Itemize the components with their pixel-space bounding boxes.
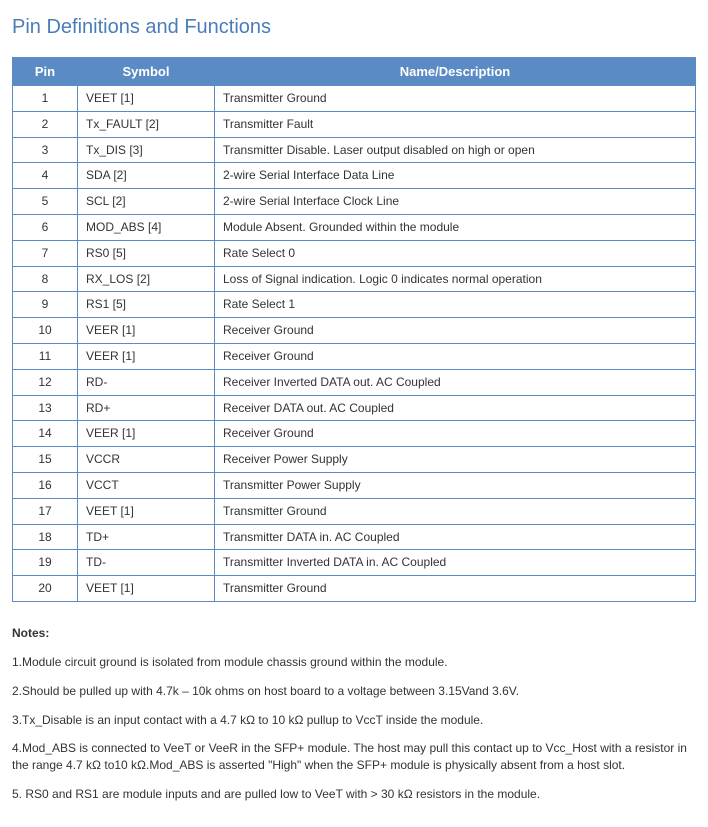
cell-symbol: VEER [1] (78, 343, 215, 369)
cell-pin: 3 (13, 137, 78, 163)
cell-symbol: MOD_ABS [4] (78, 214, 215, 240)
cell-pin: 18 (13, 524, 78, 550)
table-row: 18TD+Transmitter DATA in. AC Coupled (13, 524, 696, 550)
cell-symbol: VEET [1] (78, 576, 215, 602)
cell-description: Transmitter DATA in. AC Coupled (215, 524, 696, 550)
cell-description: Transmitter Fault (215, 111, 696, 137)
cell-pin: 1 (13, 86, 78, 112)
cell-symbol: RD+ (78, 395, 215, 421)
table-row: 1VEET [1]Transmitter Ground (13, 86, 696, 112)
cell-description: Receiver Ground (215, 343, 696, 369)
cell-symbol: TD+ (78, 524, 215, 550)
cell-description: Transmitter Power Supply (215, 472, 696, 498)
cell-pin: 4 (13, 163, 78, 189)
cell-pin: 13 (13, 395, 78, 421)
table-row: 2Tx_FAULT [2]Transmitter Fault (13, 111, 696, 137)
cell-symbol: RS0 [5] (78, 240, 215, 266)
table-row: 11VEER [1]Receiver Ground (13, 343, 696, 369)
cell-symbol: VEET [1] (78, 498, 215, 524)
cell-pin: 14 (13, 421, 78, 447)
table-row: 7RS0 [5]Rate Select 0 (13, 240, 696, 266)
cell-pin: 8 (13, 266, 78, 292)
table-row: 17VEET [1]Transmitter Ground (13, 498, 696, 524)
note-item: 2.Should be pulled up with 4.7k – 10k oh… (12, 683, 696, 700)
note-item: 5. RS0 and RS1 are module inputs and are… (12, 786, 696, 803)
col-header-symbol: Symbol (78, 58, 215, 86)
cell-pin: 20 (13, 576, 78, 602)
cell-symbol: VEER [1] (78, 318, 215, 344)
table-row: 20VEET [1]Transmitter Ground (13, 576, 696, 602)
cell-pin: 7 (13, 240, 78, 266)
col-header-desc: Name/Description (215, 58, 696, 86)
cell-pin: 15 (13, 447, 78, 473)
cell-symbol: VCCT (78, 472, 215, 498)
cell-pin: 2 (13, 111, 78, 137)
cell-pin: 11 (13, 343, 78, 369)
note-item: 4.Mod_ABS is connected to VeeT or VeeR i… (12, 740, 696, 774)
cell-pin: 17 (13, 498, 78, 524)
table-header-row: Pin Symbol Name/Description (13, 58, 696, 86)
cell-symbol: RX_LOS [2] (78, 266, 215, 292)
table-row: 16VCCTTransmitter Power Supply (13, 472, 696, 498)
table-row: 9RS1 [5]Rate Select 1 (13, 292, 696, 318)
cell-description: Receiver Ground (215, 318, 696, 344)
cell-symbol: Tx_FAULT [2] (78, 111, 215, 137)
cell-symbol: VCCR (78, 447, 215, 473)
cell-description: Module Absent. Grounded within the modul… (215, 214, 696, 240)
cell-description: Transmitter Ground (215, 86, 696, 112)
table-row: 4SDA [2]2-wire Serial Interface Data Lin… (13, 163, 696, 189)
cell-description: Rate Select 0 (215, 240, 696, 266)
table-row: 14VEER [1]Receiver Ground (13, 421, 696, 447)
cell-symbol: SDA [2] (78, 163, 215, 189)
cell-pin: 19 (13, 550, 78, 576)
cell-pin: 9 (13, 292, 78, 318)
cell-description: Receiver Power Supply (215, 447, 696, 473)
cell-symbol: VEET [1] (78, 86, 215, 112)
cell-description: Transmitter Inverted DATA in. AC Coupled (215, 550, 696, 576)
table-row: 8RX_LOS [2]Loss of Signal indication. Lo… (13, 266, 696, 292)
cell-symbol: Tx_DIS [3] (78, 137, 215, 163)
cell-pin: 16 (13, 472, 78, 498)
cell-description: Receiver Ground (215, 421, 696, 447)
col-header-pin: Pin (13, 58, 78, 86)
table-row: 3Tx_DIS [3]Transmitter Disable. Laser ou… (13, 137, 696, 163)
cell-description: Transmitter Disable. Laser output disabl… (215, 137, 696, 163)
cell-symbol: RS1 [5] (78, 292, 215, 318)
note-item: 3.Tx_Disable is an input contact with a … (12, 712, 696, 729)
table-row: 19TD-Transmitter Inverted DATA in. AC Co… (13, 550, 696, 576)
cell-description: Loss of Signal indication. Logic 0 indic… (215, 266, 696, 292)
cell-description: 2-wire Serial Interface Data Line (215, 163, 696, 189)
notes-list: 1.Module circuit ground is isolated from… (12, 654, 696, 803)
cell-description: 2-wire Serial Interface Clock Line (215, 189, 696, 215)
cell-symbol: VEER [1] (78, 421, 215, 447)
cell-pin: 5 (13, 189, 78, 215)
notes-heading: Notes: (12, 626, 696, 640)
table-row: 6MOD_ABS [4]Module Absent. Grounded with… (13, 214, 696, 240)
pin-table-body: 1VEET [1]Transmitter Ground2Tx_FAULT [2]… (13, 86, 696, 602)
cell-symbol: TD- (78, 550, 215, 576)
table-row: 5SCL [2]2-wire Serial Interface Clock Li… (13, 189, 696, 215)
cell-symbol: SCL [2] (78, 189, 215, 215)
cell-description: Transmitter Ground (215, 576, 696, 602)
cell-description: Receiver Inverted DATA out. AC Coupled (215, 369, 696, 395)
cell-description: Transmitter Ground (215, 498, 696, 524)
cell-description: Receiver DATA out. AC Coupled (215, 395, 696, 421)
pin-table: Pin Symbol Name/Description 1VEET [1]Tra… (12, 57, 696, 602)
cell-pin: 12 (13, 369, 78, 395)
table-row: 10VEER [1]Receiver Ground (13, 318, 696, 344)
note-item: 1.Module circuit ground is isolated from… (12, 654, 696, 671)
cell-pin: 6 (13, 214, 78, 240)
table-row: 12RD-Receiver Inverted DATA out. AC Coup… (13, 369, 696, 395)
cell-description: Rate Select 1 (215, 292, 696, 318)
table-row: 15VCCRReceiver Power Supply (13, 447, 696, 473)
page-title: Pin Definitions and Functions (12, 16, 696, 39)
cell-symbol: RD- (78, 369, 215, 395)
table-row: 13RD+Receiver DATA out. AC Coupled (13, 395, 696, 421)
cell-pin: 10 (13, 318, 78, 344)
